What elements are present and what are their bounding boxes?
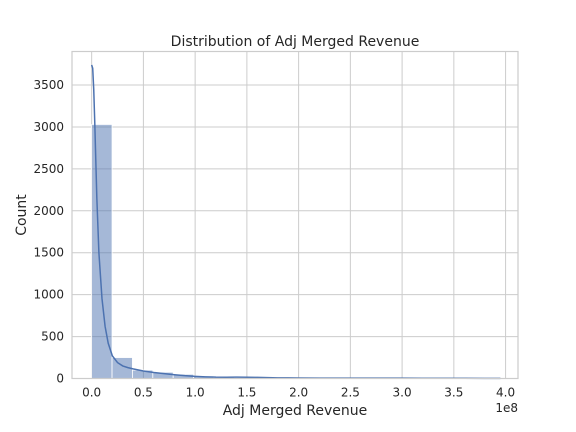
y-tick-label: 0 [56, 372, 64, 386]
x-tick-label: 0.5 [134, 386, 153, 400]
x-axis-offset-label: 1e8 [495, 401, 518, 415]
x-tick-labels: 0.0 0.5 1.0 1.5 2.0 2.5 3.0 3.5 4.0 [82, 386, 515, 400]
y-tick-label: 2500 [33, 162, 64, 176]
y-tick-label: 1000 [33, 288, 64, 302]
y-tick-label: 2000 [33, 204, 64, 218]
x-tick-label: 1.0 [186, 386, 205, 400]
y-tick-label: 1500 [33, 246, 64, 260]
x-tick-label: 1.5 [237, 386, 256, 400]
x-axis-label: Adj Merged Revenue [223, 403, 368, 419]
y-axis-label: Count [14, 194, 30, 236]
y-tick-label: 500 [41, 330, 64, 344]
x-tick-label: 0.0 [82, 386, 101, 400]
x-tick-label: 4.0 [496, 386, 515, 400]
x-tick-label: 2.0 [289, 386, 308, 400]
y-tick-label: 3000 [33, 120, 64, 134]
histogram-bar [92, 124, 112, 378]
x-tick-label: 3.5 [444, 386, 463, 400]
x-tick-label: 3.0 [393, 386, 412, 400]
x-tick-label: 2.5 [341, 386, 360, 400]
chart-title: Distribution of Adj Merged Revenue [171, 34, 420, 50]
y-tick-label: 3500 [33, 78, 64, 92]
